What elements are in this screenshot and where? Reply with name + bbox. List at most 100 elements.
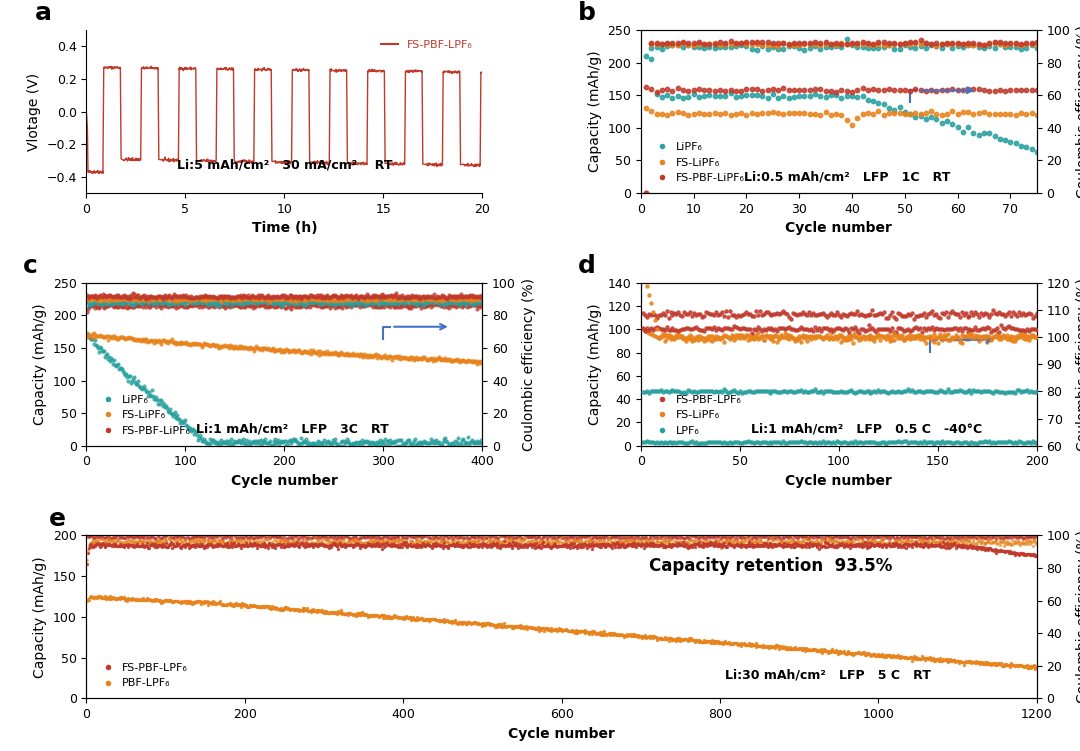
Point [258,534,275,546]
Point [581,626,598,638]
Point [887,532,904,544]
Point [824,309,841,321]
Point [807,644,824,656]
Point [987,324,1004,336]
Point [352,539,369,551]
Point [649,532,666,544]
Point [706,107,724,119]
Point [428,290,446,302]
Point [1012,39,1029,51]
Point [688,309,705,321]
Point [127,378,145,390]
Point [442,615,459,627]
Point [172,541,189,553]
Point [654,541,672,553]
Point [424,437,442,449]
Point [947,532,964,544]
Point [681,532,699,544]
Point [463,355,481,367]
Point [712,533,729,545]
Point [432,354,449,366]
Point [769,539,786,551]
Point [647,631,664,643]
Point [949,108,967,120]
Point [411,533,429,545]
Point [481,540,498,552]
Point [793,384,810,396]
Point [853,541,870,553]
Point [437,293,455,305]
Point [444,294,461,306]
Point [81,591,98,603]
Point [283,539,300,551]
Point [755,334,772,346]
Point [407,299,424,311]
Point [130,540,147,552]
Point [362,531,379,543]
Point [1023,385,1040,397]
Point [564,538,581,550]
Point [797,332,814,344]
Point [599,539,617,551]
Point [156,595,173,607]
Point [933,530,950,542]
Point [414,531,431,543]
Point [141,593,159,605]
Point [937,531,955,543]
Point [532,532,550,544]
Point [691,330,708,342]
Point [230,538,247,550]
Point [310,345,327,357]
Point [932,532,949,544]
Point [235,342,253,354]
Point [754,532,771,544]
Point [566,535,583,547]
Point [131,540,148,552]
Point [975,542,993,554]
Point [706,637,724,649]
Point [299,294,316,306]
Point [618,535,635,547]
Point [372,538,389,550]
Point [661,532,678,544]
Point [827,108,845,120]
Point [827,530,845,542]
Point [126,540,144,552]
Point [777,536,794,548]
Point [446,435,463,447]
Point [745,531,762,543]
Point [220,599,238,611]
Point [717,637,734,649]
Point [390,298,407,310]
Point [797,308,814,320]
Point [274,436,292,448]
Point [409,436,427,448]
Point [593,538,610,550]
Point [686,437,703,449]
Point [322,293,339,305]
Point [326,302,343,314]
Point [789,530,807,542]
Point [275,541,293,553]
Point [810,538,827,550]
Point [810,330,827,342]
Point [964,128,982,140]
Point [137,333,154,345]
Point [552,532,569,544]
Point [854,437,872,449]
Point [974,535,991,547]
Point [740,529,757,541]
Point [621,538,638,550]
Point [299,538,316,550]
Point [916,322,933,334]
Point [246,342,264,354]
Point [939,536,956,548]
Point [106,538,123,550]
Point [151,290,168,302]
Point [750,309,767,321]
Point [528,532,545,544]
Point [457,617,474,629]
Point [276,535,294,547]
Point [721,38,739,50]
Point [363,436,380,448]
